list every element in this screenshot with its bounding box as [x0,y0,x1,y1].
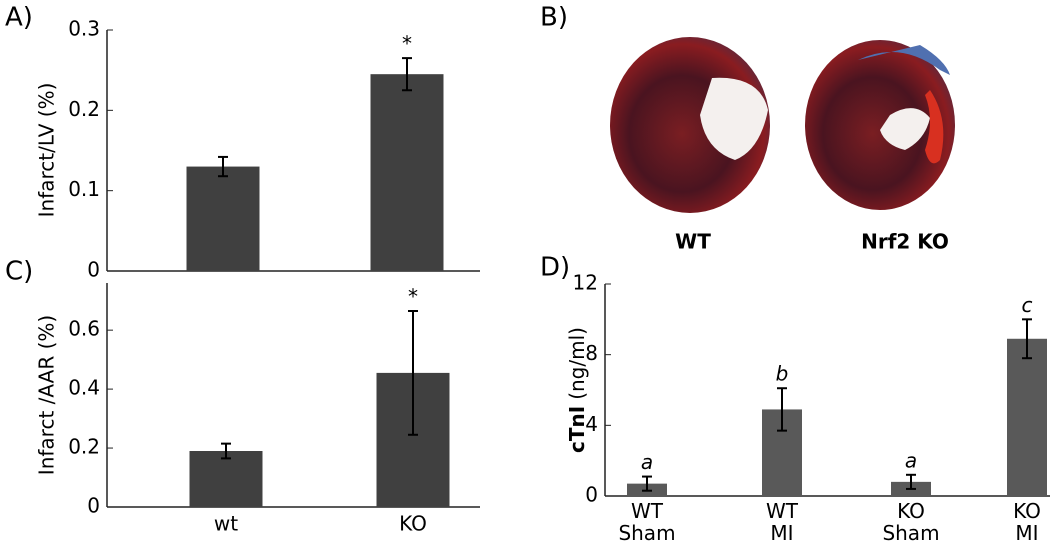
x-tick-label: wt [214,512,238,536]
bar [1007,338,1047,496]
y-tick-label: 12 [573,271,598,295]
panel-label: C) [5,257,33,287]
bar [189,451,263,507]
y-tick-label: 8 [585,341,598,365]
y-tick-label: 0.2 [68,97,100,121]
y-axis-label: Infarct/LV (%) [35,83,59,218]
panel-label: B) [540,3,568,33]
annotation: b [776,362,789,386]
y-axis-label-part: cTnI [565,406,589,453]
x-tick-label-line: KO [1013,499,1041,523]
y-tick-label: 0.1 [68,177,100,201]
x-tick-label-line: MI [770,521,793,545]
annotation: * [402,32,412,56]
x-tick-label-line: KO [897,499,925,523]
panel-label: D) [540,253,570,283]
x-tick-label-line: MI [1015,521,1038,545]
y-tick-label: 0 [585,483,598,507]
bar [370,74,444,271]
x-tick-label-line: WT [766,499,799,523]
x-tick-label: KO MI [1013,499,1041,545]
annotation: a [641,450,653,474]
y-tick-label: 0.4 [68,376,100,400]
y-axis-label: cTnI (ng/ml) [565,327,589,453]
y-tick-label: 4 [585,412,598,436]
panel-label: A) [5,3,33,33]
y-tick-label: 0.6 [68,317,100,341]
y-tick-label: 0.3 [68,17,100,41]
y-axis-label: Infarct /AAR (%) [35,315,59,475]
y-tick-label: 0 [87,494,100,518]
y-axis-label-part: (ng/ml) [565,327,589,400]
heart-image-ko [805,40,955,210]
x-tick-label-line: Sham [618,521,675,545]
y-tick-label: 0 [87,258,100,282]
heart-image-wt [610,37,770,213]
x-tick-label-line: Sham [882,521,939,545]
annotation: c [1022,293,1033,317]
x-tick-label: KO Sham [882,499,939,545]
x-tick-label: KO [399,512,427,536]
bar [186,166,260,271]
annotation: * [408,285,418,309]
image-caption: WT [675,230,711,254]
x-tick-label-line: WT [631,499,664,523]
x-tick-label: WT MI [766,499,799,545]
annotation: a [905,448,917,472]
image-caption: Nrf2 KO [861,230,949,254]
y-tick-label: 0.2 [68,435,100,459]
x-tick-label: WT Sham [618,499,675,545]
